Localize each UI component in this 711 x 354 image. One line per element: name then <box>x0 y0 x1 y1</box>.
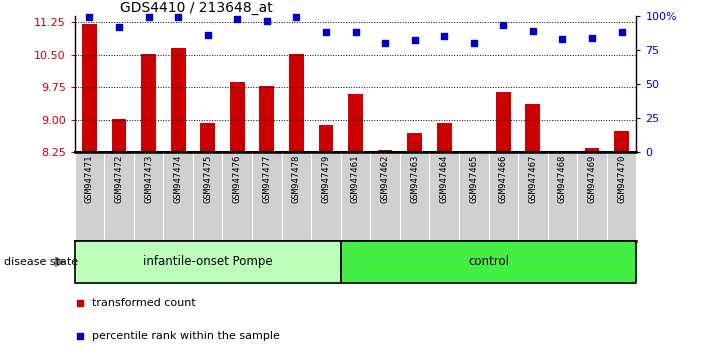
Text: GSM947474: GSM947474 <box>173 155 183 203</box>
Text: infantile-onset Pompe: infantile-onset Pompe <box>143 256 272 268</box>
Text: GSM947461: GSM947461 <box>351 155 360 203</box>
Point <box>291 15 302 20</box>
Bar <box>230 82 245 152</box>
Point <box>143 15 154 20</box>
Point <box>113 24 124 30</box>
Bar <box>525 104 540 152</box>
Text: GSM947462: GSM947462 <box>380 155 390 203</box>
Bar <box>112 119 127 152</box>
Bar <box>171 48 186 152</box>
Bar <box>201 123 215 152</box>
Bar <box>348 94 363 152</box>
Bar <box>75 241 341 283</box>
Bar <box>141 53 156 152</box>
Bar <box>289 53 304 152</box>
Bar <box>437 123 451 152</box>
Point <box>232 16 243 22</box>
Bar <box>260 86 274 152</box>
Text: GSM947468: GSM947468 <box>558 155 567 203</box>
Point <box>498 23 509 28</box>
Bar <box>82 24 97 152</box>
Point <box>527 28 538 34</box>
Text: GSM947470: GSM947470 <box>617 155 626 203</box>
Text: GSM947469: GSM947469 <box>587 155 597 203</box>
Point <box>75 333 86 339</box>
Text: GSM947473: GSM947473 <box>144 155 153 203</box>
Point <box>468 40 479 46</box>
Bar <box>584 148 599 152</box>
Text: GSM947475: GSM947475 <box>203 155 212 203</box>
Bar <box>466 151 481 152</box>
Text: GSM947466: GSM947466 <box>499 155 508 203</box>
Text: GSM947467: GSM947467 <box>528 155 538 203</box>
Text: GSM947471: GSM947471 <box>85 155 94 203</box>
Text: transformed count: transformed count <box>92 298 196 308</box>
Point <box>439 34 450 39</box>
Bar <box>407 133 422 152</box>
Point <box>350 29 361 35</box>
Text: GSM947478: GSM947478 <box>292 155 301 203</box>
Text: control: control <box>468 256 509 268</box>
Point <box>202 32 213 38</box>
Text: GSM947464: GSM947464 <box>439 155 449 203</box>
Bar <box>496 92 510 152</box>
Text: GSM947477: GSM947477 <box>262 155 272 203</box>
Text: GSM947463: GSM947463 <box>410 155 419 203</box>
Point <box>380 40 391 46</box>
Bar <box>614 131 629 152</box>
Text: GSM947465: GSM947465 <box>469 155 479 203</box>
Text: disease state: disease state <box>4 257 77 267</box>
Text: GSM947479: GSM947479 <box>321 155 331 203</box>
Point <box>320 29 331 35</box>
Point <box>557 36 568 42</box>
Text: GSM947476: GSM947476 <box>232 155 242 203</box>
Point <box>261 18 272 24</box>
Point <box>173 15 184 20</box>
Text: GDS4410 / 213648_at: GDS4410 / 213648_at <box>119 1 272 15</box>
Point <box>84 15 95 20</box>
Point <box>587 35 598 41</box>
Text: GSM947472: GSM947472 <box>114 155 124 203</box>
Point <box>75 300 86 306</box>
Text: percentile rank within the sample: percentile rank within the sample <box>92 331 279 341</box>
Bar <box>319 125 333 152</box>
Bar <box>378 150 392 152</box>
Bar <box>341 241 636 283</box>
Point <box>616 29 627 35</box>
Point <box>409 38 420 43</box>
